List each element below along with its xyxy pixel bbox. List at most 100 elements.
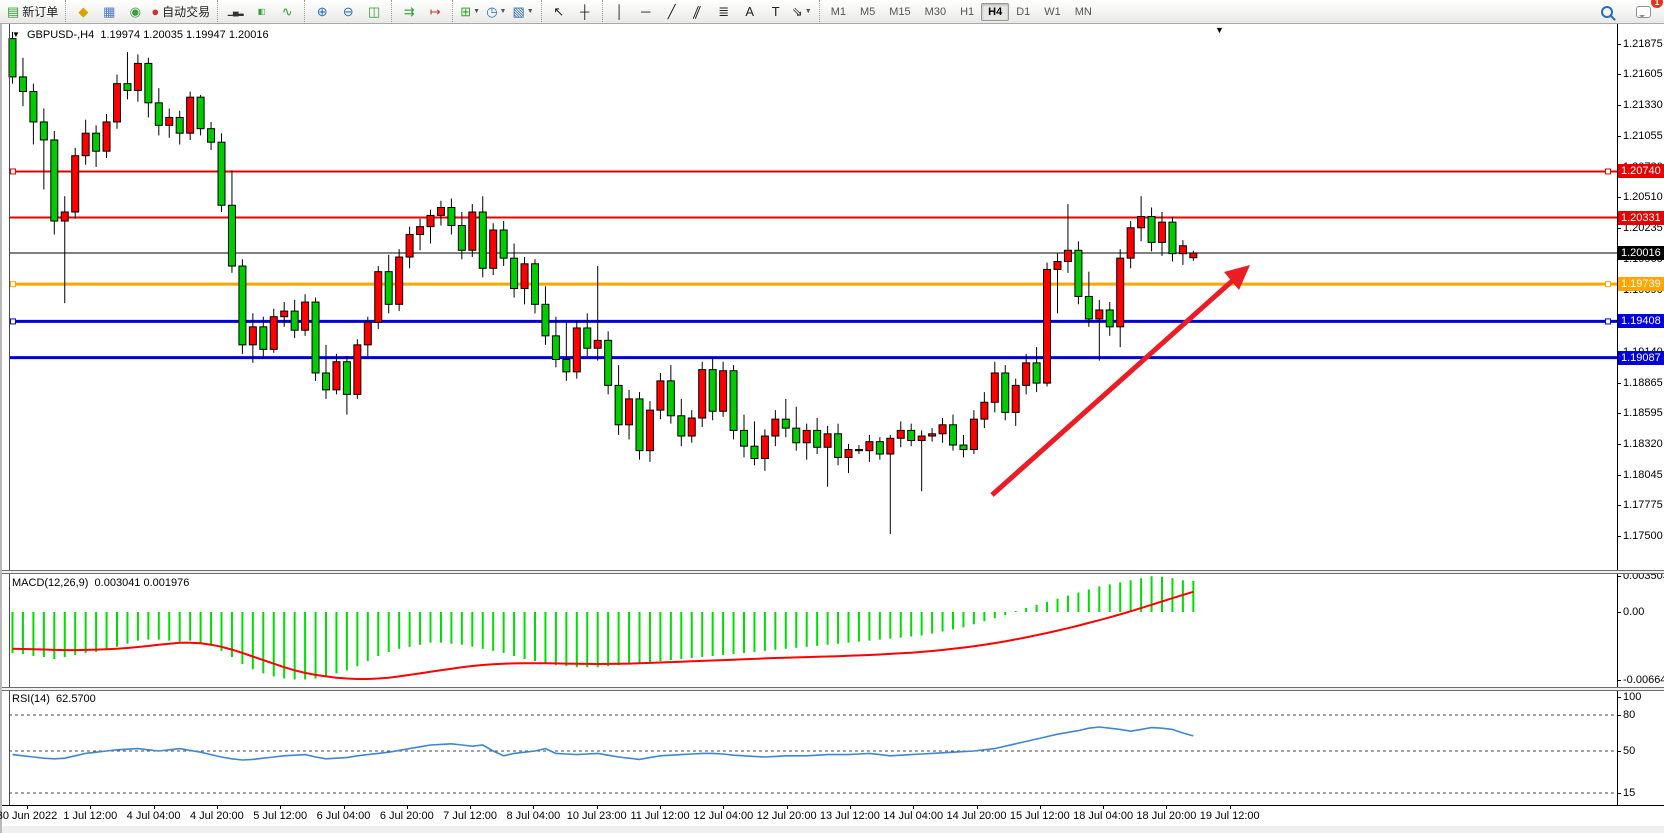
rsi-canvas[interactable]: [2, 691, 1664, 805]
price-tick-mark: [1617, 474, 1621, 476]
chart-info-line: ▼ GBPUSD-,H4 1.19974 1.20035 1.19947 1.2…: [12, 29, 269, 41]
candle-body: [813, 429, 822, 448]
candle-body: [71, 155, 80, 213]
horizontal-line-button[interactable]: ─: [633, 1, 659, 23]
macd-signal-line: [12, 590, 1194, 680]
candle-body: [719, 370, 728, 412]
toolbar-group-panels: ◆ ▦ ◉ ● 自动交易: [65, 0, 215, 24]
time-label: 11 Jul 12:00: [630, 810, 690, 822]
fibonacci-icon: ≣: [718, 4, 730, 19]
candle-body: [60, 211, 69, 222]
search-button[interactable]: [1594, 1, 1620, 23]
chevron-down-icon[interactable]: ▼: [12, 30, 20, 39]
arrows-icon: ⇘: [791, 4, 803, 19]
fibonacci-button[interactable]: ≣: [711, 1, 737, 23]
rsi-tick: 15: [1623, 787, 1636, 799]
trend-arrow-line[interactable]: [990, 272, 1242, 497]
time-tick-mark: [27, 805, 28, 809]
bar-chart-button[interactable]: ▁▄▂: [222, 1, 248, 23]
trendline-button[interactable]: ╱: [659, 1, 685, 23]
line-chart-button[interactable]: ∿: [274, 1, 300, 23]
cursor-button[interactable]: ↖: [546, 1, 572, 23]
time-tick-mark: [1039, 805, 1041, 809]
candle-body: [353, 344, 362, 395]
panel-splitter[interactable]: [2, 570, 1664, 574]
candle-body: [342, 361, 351, 395]
candle-body: [8, 38, 17, 78]
candle-body: [102, 121, 111, 152]
support-line-1-handle[interactable]: [10, 318, 16, 325]
macd-tick: 0.00: [1623, 606, 1645, 618]
timeframe-d1-button[interactable]: D1: [1016, 5, 1031, 18]
chart-shift-button[interactable]: ↦: [422, 1, 448, 23]
timeframe-m5-button[interactable]: M5: [859, 5, 876, 18]
candlestick-chart-button[interactable]: ▮▯: [248, 1, 274, 23]
chart-window[interactable]: ▼ GBPUSD-,H4 1.19974 1.20035 1.19947 1.2…: [0, 24, 1664, 833]
candle-body: [165, 116, 174, 126]
pivot-line-price-label: 1.19739: [1618, 277, 1664, 292]
zoom-out-button[interactable]: ⊖: [335, 1, 361, 23]
chart-shift-marker[interactable]: ▼: [1215, 25, 1224, 35]
timeframe-m1-button[interactable]: M1: [830, 5, 846, 18]
auto-scroll-button[interactable]: ⇉: [396, 1, 422, 23]
candle-body: [50, 139, 59, 222]
price-tick: 1.18595: [1623, 406, 1663, 419]
equidistant-channel-button[interactable]: ∥: [685, 1, 711, 23]
chat-button[interactable]: 1: [1630, 0, 1663, 23]
text-button[interactable]: A: [737, 1, 763, 23]
candle-body: [729, 370, 738, 431]
tile-windows-button[interactable]: ◫: [361, 1, 387, 23]
profiles-button[interactable]: ◷ ▼: [483, 1, 509, 23]
candle-body: [301, 301, 310, 331]
macd-canvas[interactable]: [2, 574, 1664, 687]
plot-left-border: [9, 24, 10, 805]
resistance-line-1-handle[interactable]: [1605, 168, 1611, 175]
trend-arrow-head[interactable]: [1224, 265, 1250, 290]
chevron-down-icon: ▼: [499, 8, 507, 15]
text-icon: A: [745, 4, 755, 19]
candle-body: [750, 445, 759, 460]
time-label: 4 Jul 04:00: [126, 810, 181, 822]
candle-body: [666, 380, 675, 417]
timeframe-m30-button[interactable]: M30: [924, 5, 947, 18]
price-tick: 1.17775: [1623, 499, 1663, 512]
templates-button[interactable]: ▧ ▼: [509, 1, 536, 23]
price-chart-canvas[interactable]: [2, 24, 1664, 570]
arrows-button[interactable]: ⇘ ▼: [789, 1, 815, 23]
new-chart-button[interactable]: ⊞ ▼: [457, 1, 483, 23]
resistance-line-1-handle[interactable]: [10, 168, 16, 175]
pivot-line-handle[interactable]: [10, 281, 16, 288]
timeframe-mn-button[interactable]: MN: [1074, 5, 1092, 18]
macd-tick: -0.006647: [1623, 673, 1664, 686]
autotrade-button[interactable]: ● 自动交易: [148, 1, 213, 23]
timeframe-h4-button[interactable]: H4: [981, 2, 1010, 21]
price-tick-mark: [1617, 412, 1621, 414]
rsi-tick: 100: [1623, 691, 1642, 703]
signals-button[interactable]: ◉: [122, 1, 148, 23]
candle-body: [520, 263, 529, 290]
timeframe-h1-button[interactable]: H1: [960, 5, 975, 18]
rsi-line: [12, 726, 1194, 761]
current-price-line-price-label: 1.20016: [1618, 245, 1664, 260]
candle-body: [625, 398, 634, 426]
timeframe-w1-button[interactable]: W1: [1044, 5, 1061, 18]
market-watch-button[interactable]: ◆: [70, 1, 96, 23]
resistance-line-1-price-label: 1.20740: [1618, 164, 1664, 179]
data-window-button[interactable]: ▦: [96, 1, 122, 23]
candle-body: [834, 433, 843, 458]
price-tick-mark: [1617, 136, 1621, 137]
candle-body: [1105, 309, 1114, 328]
timeframe-m15-button[interactable]: M15: [889, 5, 911, 18]
support-line-1-handle[interactable]: [1605, 318, 1611, 325]
zoom-in-button[interactable]: ⊕: [309, 1, 335, 23]
time-tick-mark: [216, 805, 218, 809]
pivot-line-handle[interactable]: [1605, 281, 1611, 288]
panel-splitter[interactable]: [2, 687, 1664, 691]
vertical-line-button[interactable]: │: [607, 1, 633, 23]
text-label-button[interactable]: T: [763, 1, 789, 23]
crosshair-button[interactable]: ┼: [572, 1, 598, 23]
candle-body: [154, 102, 163, 126]
candle-body: [175, 116, 184, 134]
signals-icon: ◉: [129, 4, 141, 19]
new-order-button[interactable]: ▤ 新订单: [4, 1, 61, 23]
